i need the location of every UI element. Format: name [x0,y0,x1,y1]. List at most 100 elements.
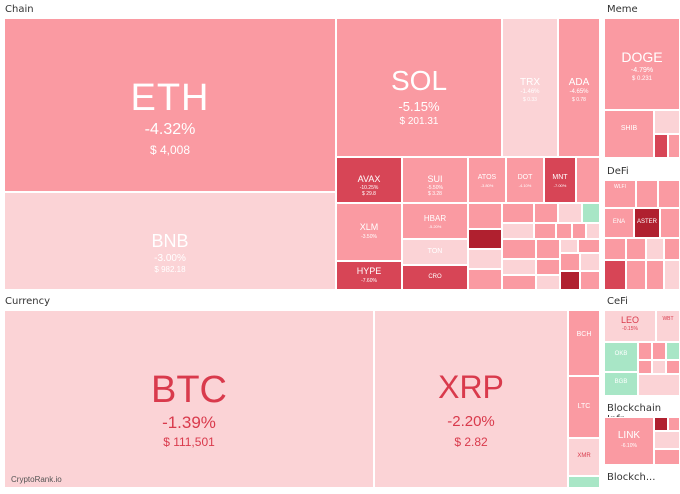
tile-doge-symbol: DOGE [621,49,663,65]
tile-cefi-small-6[interactable] [666,360,680,374]
tile-infra-small-4[interactable] [654,449,680,465]
tile-sol[interactable]: SOL -5.15% $ 201.31 [336,18,502,157]
tile-defi-small-4[interactable] [604,238,626,260]
tile-defi-small-7[interactable] [664,238,680,260]
tile-cro[interactable]: CRO [402,265,468,290]
tile-chain-small-2[interactable] [468,203,502,229]
tile-chain-small-24[interactable] [580,253,600,271]
tile-chain-small-13[interactable] [468,249,502,269]
tile-defi-small-1[interactable] [636,180,658,208]
section-title-currency: Currency [5,296,51,307]
tile-btc-price: $ 111,501 [163,435,215,449]
tile-chain-small-3[interactable] [502,203,534,223]
tile-infra-small-1[interactable] [654,417,668,431]
tile-mnt[interactable]: MNT -7.00% [544,157,576,203]
tile-defi-small-5[interactable] [626,238,646,260]
tile-hype[interactable]: HYPE -7.60% [336,261,402,290]
tile-hbar[interactable]: HBAR -5.20% [402,203,468,239]
tile-xlm[interactable]: XLM -3.50% [336,203,402,261]
tile-defi-small-10[interactable] [646,260,664,290]
tile-btc-change: -1.39% [162,413,216,432]
tile-sui-change: -5.50% [427,185,443,191]
tile-chain-small-23[interactable] [560,253,580,271]
tile-defi-small-11[interactable] [664,260,680,290]
section-title-defi: DeFi [607,166,629,177]
tile-avax-price: $ 29.8 [362,191,376,197]
tile-aster[interactable]: ASTER [634,208,660,238]
tile-meme-small-1[interactable] [654,110,680,134]
tile-chain-small-17[interactable] [560,239,578,253]
tile-chain-small-16[interactable] [536,239,560,259]
tile-xmr[interactable]: XMR [568,438,600,476]
tile-defi-small-8[interactable] [604,260,626,290]
tile-bgb[interactable]: BGB [604,372,638,396]
tile-xrp-change: -2.20% [447,413,495,430]
tile-hbar-change: -5.20% [428,224,442,229]
tile-avax[interactable]: AVAX -10.25% $ 29.8 [336,157,402,203]
tile-btc-symbol: BTC [151,369,227,411]
tile-sui[interactable]: SUI -5.50% $ 3.28 [402,157,468,203]
tile-doge[interactable]: DOGE -4.79% $ 0.231 [604,18,680,110]
tile-chain-small-9[interactable] [534,223,556,239]
tile-infra-small-3[interactable] [654,431,680,449]
tile-ltc-symbol: LTC [577,403,591,410]
tile-ltc[interactable]: LTC [568,376,600,438]
tile-meme-small-2[interactable] [654,134,668,158]
tile-xrp[interactable]: XRP -2.20% $ 2.82 [374,310,568,488]
tile-ton[interactable]: TON [402,239,468,265]
tile-chain-small-20[interactable] [502,275,536,290]
tile-link-symbol: LINK [617,430,641,441]
tile-okb[interactable]: OKB [604,342,638,372]
tile-bch[interactable]: BCH [568,310,600,376]
tile-bnb[interactable]: BNB -3.00% $ 982.18 [4,192,336,290]
tile-dot-change: -4.10% [518,183,532,188]
tile-chain-small-11[interactable] [572,223,586,239]
tile-defi-small-9[interactable] [626,260,646,290]
tile-xlm-change: -3.50% [361,234,377,240]
tile-chain-small-8[interactable] [502,223,534,239]
tile-ada[interactable]: ADA -4.65% $ 0.78 [558,18,600,157]
tile-eth[interactable]: ETH -4.32% $ 4,008 [4,18,336,192]
tile-chain-small-19[interactable] [502,259,536,275]
tile-chain-small-22[interactable] [536,275,560,290]
tile-wlfi[interactable]: WLFI [604,180,636,208]
tile-chain-small-10[interactable] [556,223,572,239]
tile-chain-small-6[interactable] [582,203,600,223]
tile-cefi-small-4[interactable] [638,360,652,374]
tile-btc[interactable]: BTC -1.39% $ 111,501 CryptoRank.io [4,310,374,488]
section-title-meme: Meme [607,4,638,15]
tile-infra-small-2[interactable] [668,417,680,431]
tile-cefi-small-5[interactable] [652,360,666,374]
tile-dot[interactable]: DOT -4.10% [506,157,544,203]
tile-chain-small-7[interactable] [468,229,502,249]
tile-leo-change: -0.15% [622,326,638,332]
tile-cefi-small-1[interactable] [638,342,652,360]
tile-chain-small-25[interactable] [560,271,580,290]
tile-defi-small-6[interactable] [646,238,664,260]
tile-chain-small-21[interactable] [536,259,560,275]
tile-chain-small-18[interactable] [578,239,600,253]
tile-chain-small-5[interactable] [558,203,582,223]
tile-chain-small-1[interactable] [576,157,600,203]
tile-wbt[interactable]: WBT [656,310,680,342]
tile-meme-small-3[interactable] [668,134,680,158]
tile-trx[interactable]: TRX -1.46% $ 0.33 [502,18,558,157]
tile-chain-small-4[interactable] [534,203,558,223]
tile-shib[interactable]: SHIB [604,110,654,158]
tile-mnt-change: -7.00% [553,183,567,188]
tile-ena[interactable]: ENA [604,208,634,238]
tile-cefi-small-7[interactable] [638,374,680,396]
tile-cefi-small-2[interactable] [652,342,666,360]
tile-chain-small-14[interactable] [468,269,502,290]
tile-link[interactable]: LINK -6.10% [604,417,654,465]
tile-leo[interactable]: LEO -0.15% [604,310,656,342]
tile-defi-small-2[interactable] [658,180,680,208]
tile-chain-small-15[interactable] [502,239,536,259]
tile-atos-change: -3.80% [480,183,494,188]
tile-cefi-small-3[interactable] [666,342,680,360]
tile-chain-small-26[interactable] [580,271,600,290]
tile-chain-small-12[interactable] [586,223,600,239]
tile-currency-small-1[interactable] [568,476,600,488]
tile-atos[interactable]: ATOS -3.80% [468,157,506,203]
tile-defi-small-3[interactable] [660,208,680,238]
